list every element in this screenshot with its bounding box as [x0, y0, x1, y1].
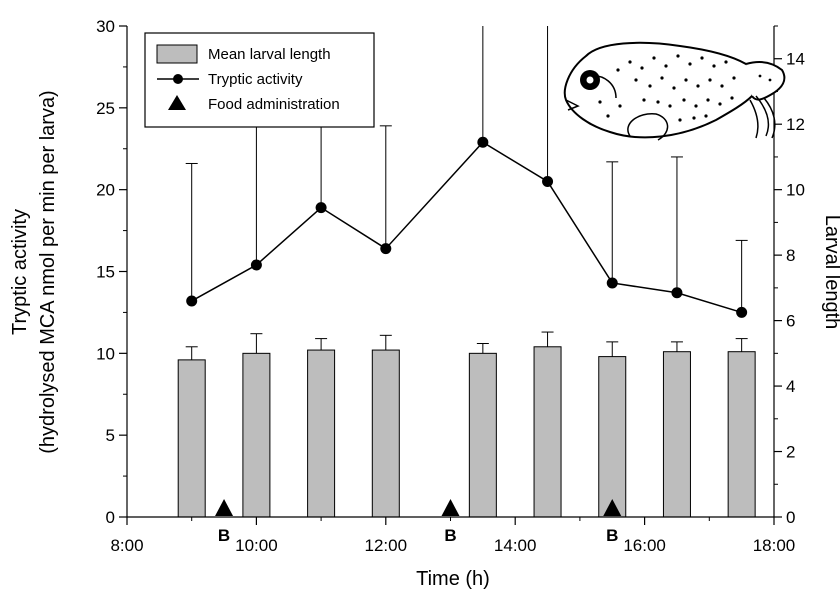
- legend-label-food: Food administration: [208, 96, 340, 113]
- bars-layer: [177, 346, 756, 518]
- legend-label-tryptic: Tryptic activity: [208, 71, 303, 88]
- tryptic-activity-point: [671, 287, 683, 299]
- food-administration-marker: [603, 499, 622, 516]
- tryptic-activity-point: [606, 277, 618, 289]
- fish-larva-illustration: [563, 41, 786, 141]
- y-right-tick-label: 12: [786, 115, 805, 134]
- x-tick-label: 12:00: [365, 536, 408, 555]
- x-axis-title: Time (h): [416, 568, 490, 590]
- y-left-tick-label: 25: [96, 99, 115, 118]
- bar-larval-length: [177, 359, 206, 518]
- tryptic-activity-point: [380, 243, 392, 255]
- x-tick-label: 16:00: [623, 536, 666, 555]
- food-administration-label: B: [444, 526, 456, 545]
- y-left-axis-title-line2: (hydrolysed MCA nmol per min per larva): [37, 90, 59, 453]
- food-administration-label: B: [606, 526, 618, 545]
- y-left-tick-label: 10: [96, 344, 115, 363]
- tryptic-activity-point: [250, 259, 262, 271]
- bar-larval-length: [242, 352, 271, 518]
- y-left-axis-title-line1: Tryptic activity: [9, 209, 31, 335]
- y-left-tick-label: 20: [96, 181, 115, 200]
- bar-larval-length: [662, 351, 691, 518]
- tryptic-activity-point: [477, 136, 489, 148]
- y-right-tick-label: 4: [786, 377, 795, 396]
- legend: Mean larval length Tryptic activity Food…: [144, 32, 375, 128]
- tryptic-activity-point: [315, 202, 327, 214]
- bar-larval-length: [727, 351, 756, 518]
- legend-marker-food: [168, 95, 186, 110]
- legend-swatch-larval-length: [156, 44, 198, 64]
- y-right-tick-label: 2: [786, 443, 795, 462]
- y-left-tick-label: 15: [96, 263, 115, 282]
- bar-larval-length: [468, 352, 497, 518]
- tryptic-activity-point: [736, 306, 748, 318]
- tryptic-activity-point: [542, 175, 554, 187]
- legend-marker-tryptic: [173, 74, 183, 84]
- bar-larval-length: [598, 356, 627, 518]
- line-layer: [186, 136, 748, 318]
- x-tick-label: 8:00: [110, 536, 143, 555]
- y-left-tick-label: 0: [106, 508, 115, 527]
- tryptic-activity-line: [191, 141, 742, 314]
- ticks-layer: 0 5 10 15 20 25 30 0 2 4 6 8 10 12 14 8:00 10:00 12:00 14:…: [96, 17, 805, 555]
- bar-larval-length: [307, 349, 336, 518]
- x-tick-label: 10:00: [235, 536, 278, 555]
- bar-larval-length: [371, 349, 400, 518]
- y-right-tick-label: 10: [786, 181, 805, 200]
- food-administration-marker: [215, 499, 234, 516]
- y-right-tick-label: 14: [786, 50, 805, 69]
- food-administration-label: B: [218, 526, 230, 545]
- y-left-tick-label: 5: [106, 426, 115, 445]
- x-tick-label: 18:00: [753, 536, 796, 555]
- y-left-tick-label: 30: [96, 17, 115, 36]
- y-right-tick-label: 0: [786, 508, 795, 527]
- y-right-axis-title: Larval length: [821, 215, 840, 330]
- legend-label-larval-length: Mean larval length: [208, 46, 331, 63]
- tryptic-activity-point: [186, 295, 198, 307]
- y-right-tick-label: 8: [786, 246, 795, 265]
- food-administration-marker: [441, 499, 460, 516]
- y-right-tick-label: 6: [786, 312, 795, 331]
- bar-larval-length: [533, 346, 562, 518]
- x-tick-label: 14:00: [494, 536, 537, 555]
